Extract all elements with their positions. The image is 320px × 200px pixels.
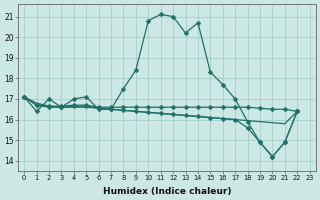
X-axis label: Humidex (Indice chaleur): Humidex (Indice chaleur)	[103, 187, 231, 196]
